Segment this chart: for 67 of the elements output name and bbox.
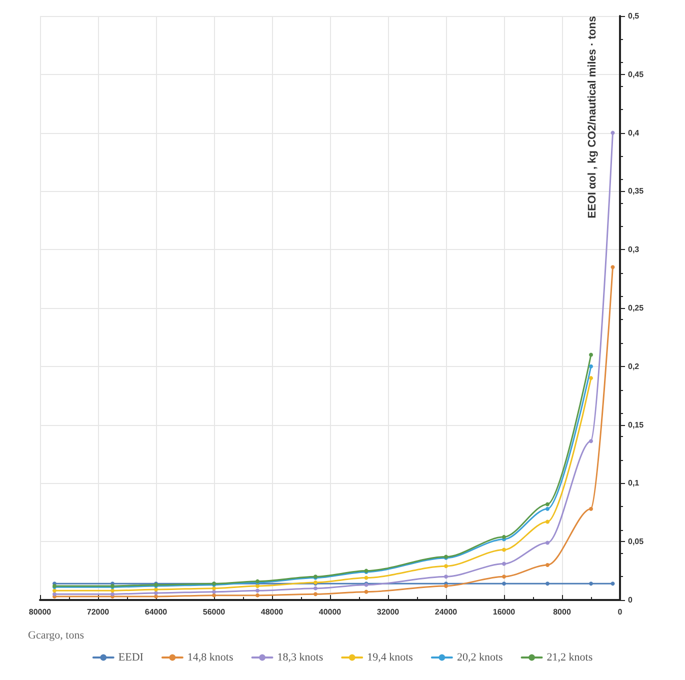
y-tick-label: 0,45 <box>628 70 644 79</box>
x-tick-label: 80000 <box>28 608 52 616</box>
point <box>154 590 158 595</box>
point <box>110 588 114 593</box>
point <box>610 265 615 270</box>
legend-label: 18,3 knots <box>277 652 324 664</box>
point <box>502 574 506 579</box>
point <box>589 506 593 511</box>
x-tick-label: 16000 <box>492 608 516 616</box>
point <box>52 592 56 596</box>
x-axis-title: Gcargo, tons <box>28 630 84 642</box>
y-tick-label: 0,15 <box>628 420 644 430</box>
point <box>589 582 593 586</box>
point <box>502 548 506 552</box>
point <box>546 562 550 567</box>
y-tick-label: 0,2 <box>628 362 640 371</box>
point <box>546 502 550 506</box>
x-tick-label: 24000 <box>434 608 458 616</box>
point <box>110 592 114 596</box>
x-tick-label: 64000 <box>144 608 168 616</box>
point <box>502 582 506 586</box>
point <box>364 576 368 580</box>
point <box>610 582 615 586</box>
point <box>502 562 506 566</box>
y-tick-label: 0,35 <box>628 186 644 196</box>
legend-label: 21,2 knots <box>546 652 593 664</box>
x-tick-label: 0 <box>618 608 623 616</box>
point <box>314 592 318 596</box>
point <box>314 586 318 590</box>
point <box>52 588 56 593</box>
y-axis-title: EEOI αol , kg CO2/nautical miles · tons <box>586 16 598 218</box>
y-tick-label: 0,5 <box>628 12 640 20</box>
legend-label: 19,4 knots <box>367 652 413 664</box>
point <box>256 588 260 593</box>
point <box>212 590 216 594</box>
point <box>589 364 593 368</box>
point <box>610 130 615 135</box>
point <box>444 574 448 579</box>
point <box>546 520 550 524</box>
point <box>546 540 550 545</box>
point <box>502 534 506 539</box>
x-tick-label: 40000 <box>318 608 342 616</box>
y-tick-label: 0,25 <box>628 304 644 312</box>
x-tick-label: 56000 <box>202 608 226 616</box>
x-tick-label: 72000 <box>86 608 110 616</box>
y-tick-label: 0,1 <box>628 478 640 488</box>
point <box>256 593 260 598</box>
x-tick-label: 8000 <box>553 608 572 616</box>
point <box>212 586 216 590</box>
point <box>154 587 158 592</box>
y-tick-label: 0 <box>628 596 633 604</box>
x-tick-label: 48000 <box>260 608 284 616</box>
legend-label: 14,8 knots <box>187 652 234 664</box>
point <box>589 352 593 357</box>
y-tick-label: 0,3 <box>628 245 640 254</box>
point <box>212 593 216 598</box>
point <box>444 564 448 568</box>
point <box>589 439 593 444</box>
y-tick-label: 0,05 <box>628 537 644 546</box>
y-tick-label: 0,4 <box>628 128 640 138</box>
point <box>364 590 368 594</box>
legend-label: 20,2 knots <box>456 652 503 664</box>
legend-label: EEDI <box>118 652 144 664</box>
point <box>546 506 550 511</box>
point <box>589 376 593 380</box>
x-tick-label: 32000 <box>376 608 400 616</box>
point <box>546 582 550 586</box>
